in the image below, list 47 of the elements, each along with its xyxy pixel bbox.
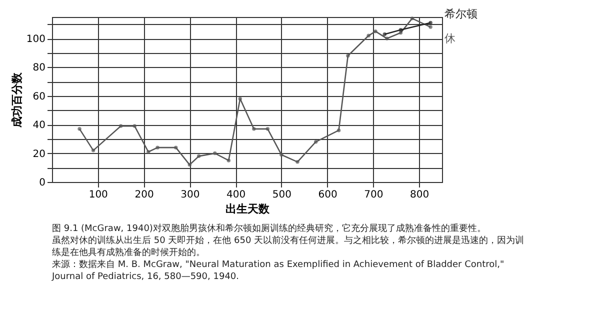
point — [196, 154, 201, 158]
point — [156, 146, 160, 150]
y-axis-title: 成功百分数 — [10, 72, 24, 128]
point — [118, 124, 123, 128]
point — [398, 28, 403, 32]
series-label: 希尔顿 — [444, 8, 478, 21]
x-tick-label: 300 — [180, 190, 200, 200]
series-label: 休 — [444, 32, 456, 46]
x-tick-label: 400 — [226, 190, 246, 200]
x-tick-label: 500 — [272, 190, 292, 200]
y-tick-label: 80 — [32, 62, 46, 74]
x-tick-label: 600 — [318, 190, 338, 200]
point — [366, 34, 370, 38]
point — [188, 162, 192, 167]
y-tick-label: 100 — [26, 34, 46, 46]
x-tick-label: 800 — [410, 190, 430, 200]
point — [213, 151, 217, 156]
point — [382, 32, 387, 36]
point — [91, 148, 96, 152]
caption: 图 9.1 (McGraw, 1940)对双胞胎男孩休和希尔顿如厕训练的经典研究，它充分展现了成熟准备性的重要性。虽然对休的训练从出生后 50 天即开始，在他 650 天以前没有任何进展。与之相比较，希尔顿的进展是迅速的，因为训练是在他具有成熟准备的时候开始的。 — [52, 223, 524, 258]
source-note: 来源：数据来自 M. B. McGraw, "Neural Maturation as Exemplified in Achievement of Bladder Control," Journal of Pediatrics, 16, 580—590, 1940. — [51, 259, 504, 282]
point — [252, 127, 256, 131]
x-tick-label: 100 — [88, 190, 108, 200]
point — [238, 96, 242, 101]
point — [428, 20, 432, 25]
point — [428, 25, 432, 29]
point — [174, 146, 178, 150]
point — [146, 150, 150, 154]
point — [132, 124, 136, 128]
x-axis-title: 出生天数 — [226, 202, 270, 216]
x-tick-label: 200 — [134, 190, 154, 200]
y-tick-label: 60 — [32, 91, 46, 102]
point — [336, 128, 341, 132]
point — [314, 140, 318, 144]
point — [346, 54, 350, 58]
point — [226, 158, 231, 162]
x-tick-label: 700 — [364, 190, 384, 200]
point — [374, 29, 378, 34]
point — [385, 36, 389, 40]
y-tick-label: 0 — [39, 178, 46, 188]
y-tick-label: 20 — [32, 148, 46, 160]
point — [280, 152, 284, 157]
point — [266, 127, 270, 131]
point — [78, 127, 82, 131]
y-tick-label: 40 — [32, 120, 46, 132]
point — [410, 16, 414, 20]
point — [296, 160, 300, 164]
